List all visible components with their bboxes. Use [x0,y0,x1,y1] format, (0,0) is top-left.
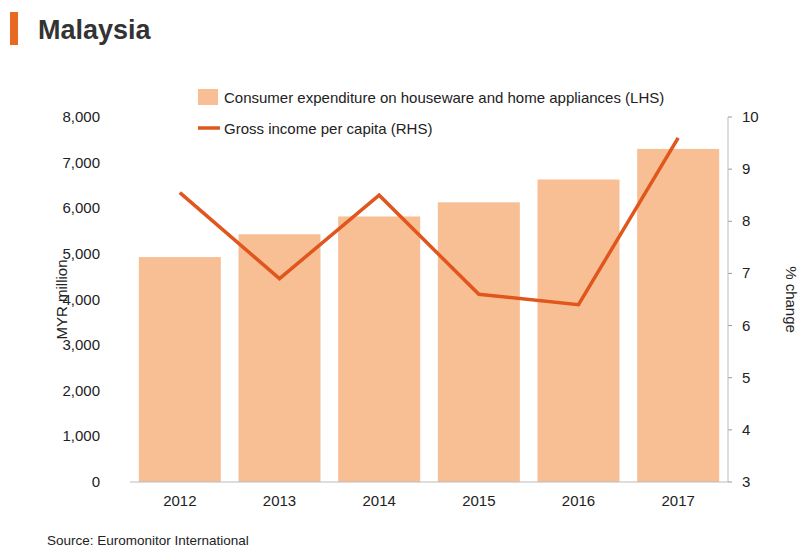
bar [438,202,520,482]
y2-tick [728,273,732,274]
y2-tick [728,221,732,222]
y2-tick-label: 3 [742,473,750,490]
y2-tick [728,429,732,430]
bar [139,257,221,482]
y-axis-label: MYR million [53,259,70,339]
x-tick-label: 2015 [462,492,495,509]
y-tick-label: 6,000 [62,199,100,216]
y2-axis-label: % change [783,266,800,333]
y-tick-label: 1,000 [62,427,100,444]
y2-tick-label: 4 [742,421,750,438]
chart: Malaysia01,0002,0003,0004,0005,0006,0007… [0,0,800,557]
y2-tick [728,482,732,483]
x-tick-label: 2016 [562,492,595,509]
bar [338,216,420,482]
x-tick-label: 2014 [362,492,395,509]
y-tick [104,390,108,391]
plot [139,138,719,482]
y-tick-label: 2,000 [62,382,100,399]
y-tick-label: 8,000 [62,108,100,125]
y-tick [104,482,108,483]
x-tick-label: 2017 [661,492,694,509]
y2-tick [728,377,732,378]
y-tick [104,345,108,346]
y2-tick-label: 5 [742,369,750,386]
line [180,138,678,305]
title-marker [10,12,18,45]
bar [239,234,321,482]
source: Source: Euromonitor International [47,533,249,548]
legend-swatch [198,126,220,130]
y2-tick [728,117,732,118]
legend-label: Consumer expenditure on houseware and ho… [224,89,664,106]
y-tick [104,208,108,209]
y-tick-label: 0 [92,473,100,490]
y-tick [104,117,108,118]
y2-tick-label: 6 [742,317,750,334]
y-tick-label: 5,000 [62,245,100,262]
y2-tick-label: 9 [742,160,750,177]
y-tick [104,299,108,300]
y2-tick-label: 8 [742,212,750,229]
bar [538,180,620,482]
y2-tick [728,325,732,326]
title: Malaysia [38,15,152,45]
y-tick-label: 7,000 [62,154,100,171]
y2-tick [728,169,732,170]
bar [637,149,719,482]
y2-tick-label: 10 [742,108,759,125]
x-axis [130,482,728,483]
y2-axis [728,117,729,482]
x-tick-label: 2012 [163,492,196,509]
legend-swatch [198,89,218,105]
legend-label: Gross income per capita (RHS) [224,120,432,137]
y-tick [104,162,108,163]
y2-tick-label: 7 [742,264,750,281]
y-tick [104,253,108,254]
x-tick-label: 2013 [263,492,296,509]
y-tick [104,436,108,437]
